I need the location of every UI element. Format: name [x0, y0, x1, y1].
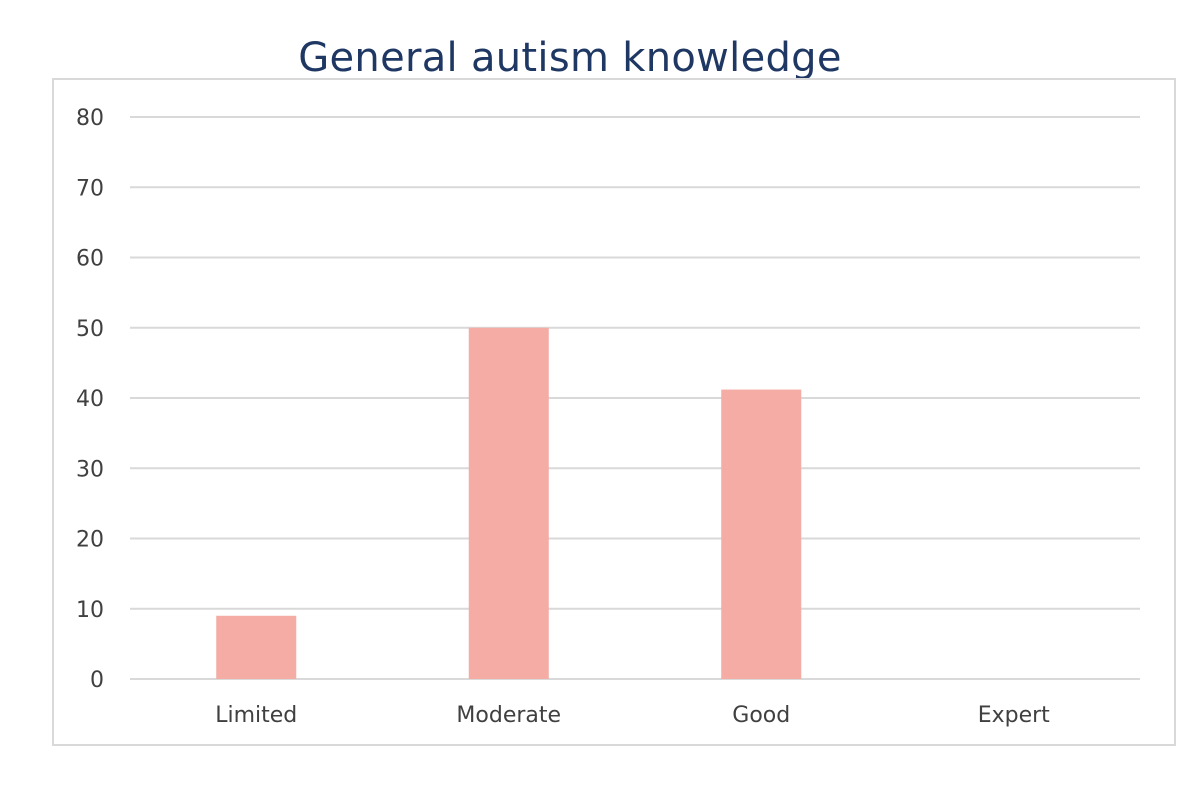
y-tick-label-70: 70: [76, 176, 104, 201]
bar-limited: [216, 615, 297, 679]
x-tick-label-expert: Expert: [978, 703, 1050, 728]
y-tick-label-10: 10: [76, 598, 104, 623]
y-tick-label-50: 50: [76, 317, 104, 342]
y-axis-tick-labels: 0 10 20 30 40 50 60 70 80: [76, 106, 104, 693]
y-tick-label-30: 30: [76, 457, 104, 482]
x-tick-label-moderate: Moderate: [456, 703, 561, 728]
y-tick-label-80: 80: [76, 106, 104, 131]
bar-moderate: [468, 327, 549, 679]
y-tick-label-0: 0: [90, 668, 104, 693]
y-tick-label-20: 20: [76, 528, 104, 553]
x-axis-tick-labels: Limited Moderate Good Expert: [215, 703, 1050, 728]
y-tick-label-40: 40: [76, 387, 104, 412]
x-tick-label-limited: Limited: [215, 703, 297, 728]
bars: [216, 327, 802, 679]
x-tick-label-good: Good: [732, 703, 790, 728]
y-tick-label-60: 60: [76, 247, 104, 272]
bar-good: [721, 389, 802, 679]
chart-title: General autism knowledge: [298, 35, 842, 81]
gridlines: [130, 116, 1140, 680]
